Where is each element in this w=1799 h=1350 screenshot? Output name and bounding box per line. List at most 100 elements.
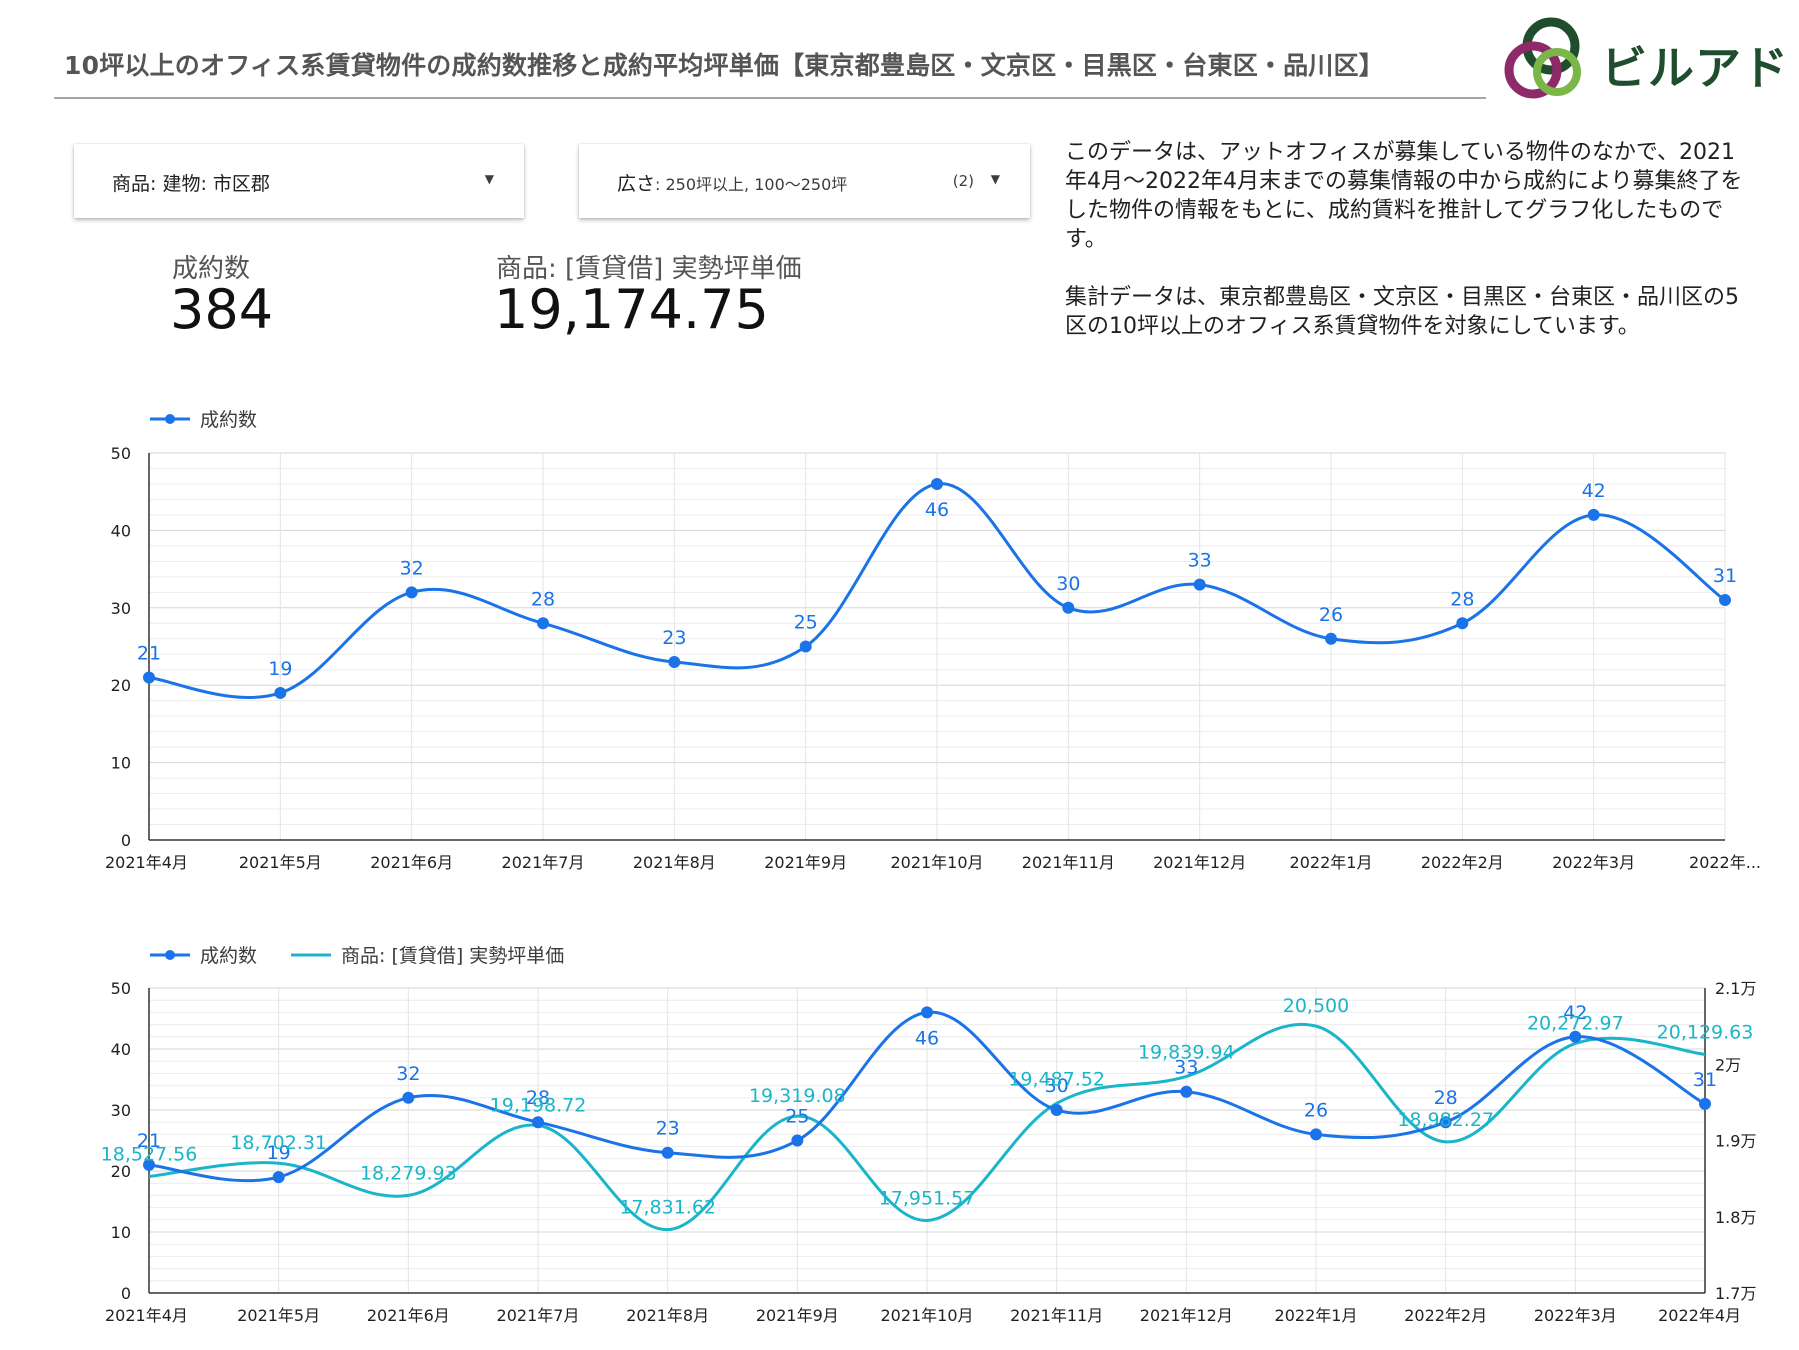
x-tick-label: 2021年10月 (880, 1306, 973, 1325)
contracts-price-combo-chart: 成約数 商品: [賃貸借] 実勢坪単価 0 10 20 30 40 50 1.7万 1.8万 1.9… (0, 930, 1799, 1330)
dropdown-arrow-icon: ▼ (990, 172, 1000, 186)
data-label: 17,831.62 (619, 1197, 716, 1219)
data-label: 46 (925, 499, 949, 521)
legend-label-0: 成約数 (200, 945, 257, 967)
data-point (532, 1116, 544, 1129)
description-paragraph-1: このデータは、アットオフィスが募集している物件のなかで、2021年4月〜2022… (1065, 140, 1743, 252)
data-point (921, 1006, 933, 1019)
y-tick-label: 10 (111, 754, 131, 773)
data-point (1310, 1128, 1322, 1141)
legend-label-1: 商品: [賃貸借] 実勢坪単価 (341, 945, 564, 967)
size-filter-dropdown[interactable]: 広さ: 250坪以上, 100〜250坪 (2) ▼ (579, 144, 1030, 218)
combo-chart-svg: 成約数 商品: [賃貸借] 実勢坪単価 0 10 20 30 40 50 1.7万 1.8万 1.9… (101, 945, 1757, 1325)
data-point (931, 477, 943, 490)
y2-tick-label: 2万 (1715, 1055, 1741, 1074)
data-point (1062, 601, 1075, 614)
data-point (1719, 594, 1731, 607)
x-tick-label: 2021年9月 (756, 1306, 839, 1325)
x-tick-label: 2022年3月 (1552, 853, 1635, 872)
data-label: 19 (268, 658, 292, 680)
data-label: 30 (1045, 1075, 1069, 1097)
data-point (791, 1134, 804, 1147)
y-tick-label: 50 (111, 444, 131, 463)
x-tick-label: 2021年8月 (633, 853, 716, 872)
report-description: このデータは、アットオフィスが募集している物件のなかで、2021年4月〜2022… (1065, 138, 1745, 370)
x-tick-label: 2021年12月 (1140, 1306, 1233, 1325)
kpi-unit-price-label: 商品: [賃貸借] 実勢坪単価 (496, 254, 802, 284)
data-label: 19,319.08 (749, 1085, 846, 1107)
data-point (1439, 1116, 1452, 1129)
x-tick-label: 2022年1月 (1290, 853, 1373, 872)
x-tick-label: 2022年... (1689, 853, 1761, 872)
data-label: 18,279.93 (360, 1162, 457, 1184)
data-point (274, 686, 287, 699)
legend-marker-0 (165, 950, 175, 960)
data-label: 19,839.94 (1138, 1041, 1235, 1063)
x-tick-label: 2021年4月 (105, 1306, 188, 1325)
data-label: 28 (531, 588, 555, 610)
data-label: 20,129.63 (1657, 1021, 1754, 1043)
data-label: 31 (1693, 1069, 1717, 1091)
dropdown-arrow-icon: ▼ (484, 172, 494, 186)
y-tick-label: 0 (121, 1284, 131, 1303)
data-label: 19,487.52 (1008, 1068, 1105, 1090)
y-tick-label: 30 (111, 1101, 131, 1120)
header-divider (54, 97, 1486, 99)
y-tick-label: 30 (111, 599, 131, 618)
y-tick-label: 10 (111, 1223, 131, 1242)
y2-tick-label: 1.7万 (1715, 1284, 1756, 1303)
data-label: 28 (1434, 1087, 1458, 1109)
x-tick-label: 2021年6月 (367, 1306, 450, 1325)
data-point (1193, 578, 1206, 591)
data-point (661, 1146, 674, 1159)
contracts-chart-svg: 成約数 0 10 20 30 40 50 2021年4月 2021年5月 2021年6月 2021年… (105, 409, 1761, 872)
data-point (537, 617, 549, 630)
data-point (402, 1091, 415, 1104)
data-label: 31 (1713, 565, 1737, 587)
data-label: 21 (137, 642, 161, 664)
size-filter-label: 広さ (617, 173, 656, 195)
data-point (799, 640, 812, 653)
x-tick-label: 2021年11月 (1022, 853, 1115, 872)
data-label: 42 (1563, 1002, 1587, 1024)
series-line-1 (148, 1022, 1706, 1232)
data-point (1587, 508, 1600, 521)
x-tick-label: 2022年2月 (1404, 1306, 1487, 1325)
x-tick-label: 2022年4月 (1658, 1306, 1741, 1325)
x-tick-label: 2021年5月 (239, 853, 322, 872)
y-tick-label: 40 (111, 521, 131, 540)
y2-tick-label: 1.9万 (1715, 1132, 1756, 1151)
x-tick-label: 2021年12月 (1153, 853, 1246, 872)
data-point (1325, 632, 1337, 645)
area-filter-label: 商品: 建物: 市区郡 (112, 173, 270, 195)
size-filter-values: : 250坪以上, 100〜250坪 (655, 175, 848, 194)
kpi-contracts-value: 384 (170, 278, 274, 341)
data-label: 23 (662, 627, 686, 649)
y-tick-label: 20 (111, 676, 131, 695)
data-label: 20,272.97 (1527, 1012, 1624, 1034)
description-paragraph-2: 集計データは、東京都豊島区・文京区・目黒区・台東区・品川区の5区の10坪以上のオ… (1065, 285, 1739, 339)
data-point (272, 1171, 285, 1184)
y2-tick-label: 1.8万 (1715, 1208, 1756, 1227)
logo-wordmark: ビルアド (1601, 41, 1789, 95)
data-point (1699, 1097, 1711, 1110)
data-label: 25 (785, 1106, 809, 1128)
data-point (1180, 1085, 1193, 1098)
data-label: 20,500 (1283, 995, 1349, 1017)
area-filter-dropdown[interactable]: 商品: 建物: 市区郡 ▼ (74, 144, 524, 218)
data-label: 18,527.56 (101, 1144, 198, 1166)
kpi-unit-price-value: 19,174.75 (494, 278, 769, 341)
data-label: 17,951.57 (879, 1187, 976, 1209)
data-label: 42 (1582, 480, 1606, 502)
data-label: 25 (794, 612, 818, 634)
x-tick-label: 2021年7月 (502, 853, 585, 872)
x-tick-label: 2021年7月 (497, 1306, 580, 1325)
contracts-line-chart: 成約数 0 10 20 30 40 50 2021年4月 2021年5月 2021年6月 2021年… (0, 395, 1799, 885)
data-label: 33 (1174, 1057, 1198, 1079)
data-label: 28 (1450, 588, 1474, 610)
data-label: 26 (1319, 604, 1343, 626)
x-tick-label: 2021年8月 (626, 1306, 709, 1325)
data-label: 19,198.72 (490, 1094, 587, 1116)
data-label: 32 (396, 1063, 420, 1085)
legend-label-0: 成約数 (200, 409, 257, 431)
